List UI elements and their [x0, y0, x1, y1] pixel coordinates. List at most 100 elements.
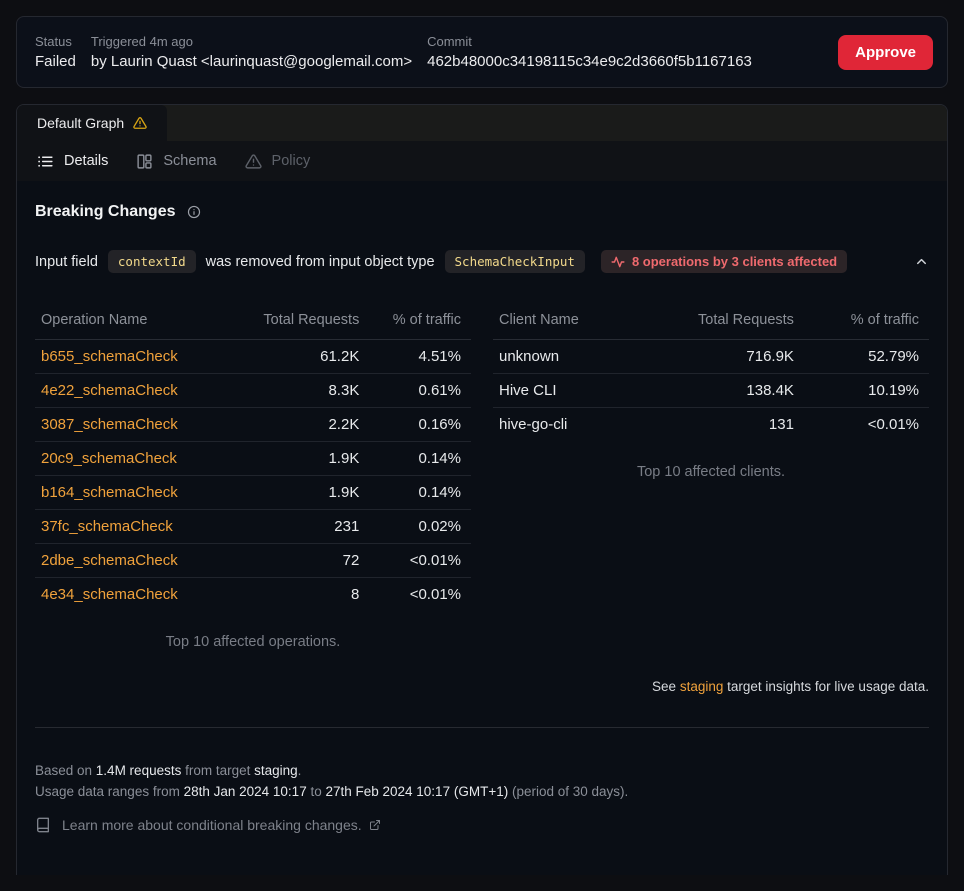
operation-link[interactable]: 20c9_schemaCheck — [41, 450, 177, 467]
operation-link[interactable]: 4e22_schemaCheck — [41, 382, 178, 399]
usage-summary-segment: 1.4M requests — [95, 763, 182, 778]
operation-link[interactable]: 4e34_schemaCheck — [41, 586, 178, 603]
tab-schema-label: Schema — [163, 153, 217, 169]
insights-note-suffix: target insights for live usage data. — [723, 679, 929, 694]
client-traffic: 10.19% — [793, 373, 929, 408]
graph-tab-strip: Default Graph — [17, 105, 947, 141]
breaking-change-row: Input field contextId was removed from i… — [35, 250, 929, 273]
column-header: % of traffic — [359, 304, 471, 340]
tab-default-graph[interactable]: Default Graph — [17, 105, 168, 141]
client-requests: 138.4K — [630, 373, 794, 408]
external-link-icon — [369, 819, 381, 831]
operation-link[interactable]: b655_schemaCheck — [41, 348, 178, 365]
tab-schema[interactable]: Schema — [124, 141, 228, 181]
breaking-changes-title: Breaking Changes — [35, 203, 176, 220]
graph-tab-label: Default Graph — [37, 115, 125, 131]
details-content: Breaking Changes Input field contextId w… — [17, 181, 947, 833]
tab-details-label: Details — [64, 153, 109, 169]
client-requests: 716.9K — [630, 339, 794, 374]
commit-label: Commit — [427, 34, 472, 49]
client-row: unknown 716.9K 52.79% — [493, 339, 929, 374]
breaking-changes-heading: Breaking Changes — [35, 203, 929, 221]
operation-row: 2dbe_schemaCheck 72 <0.01% — [35, 543, 471, 578]
insights-note: See staging target insights for live usa… — [35, 679, 929, 694]
usage-summary-line2: Usage data ranges from 28th Jan 2024 10:… — [35, 782, 929, 803]
status-bar: Status Failed Triggered 4m ago by Laurin… — [16, 16, 948, 88]
pulse-icon — [611, 255, 625, 269]
operation-link[interactable]: 3087_schemaCheck — [41, 416, 178, 433]
tab-policy[interactable]: Policy — [233, 141, 323, 181]
field-code-chip: contextId — [107, 250, 196, 273]
operations-column: Operation Name Total Requests % of traff… — [35, 304, 471, 650]
tab-details[interactable]: Details — [25, 141, 120, 181]
usage-summary-segment: 27th Feb 2024 10:17 (GMT+1) — [325, 783, 509, 799]
client-name: Hive CLI — [493, 373, 631, 408]
change-prefix: Input field — [35, 253, 98, 270]
operation-traffic: <0.01% — [409, 586, 461, 603]
column-header: Total Requests — [224, 304, 360, 340]
clients-table: Client Name Total Requests % of traffic … — [493, 304, 929, 441]
clients-column: Client Name Total Requests % of traffic … — [493, 304, 929, 650]
info-icon[interactable] — [187, 205, 201, 219]
schema-check-panel: Default Graph Details Schema Policy — [16, 104, 948, 875]
operation-requests: 1.9K — [224, 475, 360, 510]
operation-traffic: 0.02% — [359, 509, 471, 544]
operations-header-row: Operation Name Total Requests % of traff… — [35, 304, 471, 340]
operation-traffic: 4.51% — [359, 339, 471, 374]
status-value: Failed — [35, 53, 76, 70]
staging-target-link[interactable]: staging — [679, 679, 724, 694]
operation-row: 37fc_schemaCheck 231 0.02% — [35, 509, 471, 544]
usage-summary-segment: to — [306, 783, 326, 799]
approve-button[interactable]: Approve — [838, 34, 933, 70]
operation-traffic: 0.16% — [359, 407, 471, 442]
usage-summary-segment: from target — [181, 763, 255, 778]
client-name: hive-go-cli — [499, 416, 568, 433]
triggered-label: Triggered 4m ago — [90, 34, 193, 49]
learn-more-label: Learn more about conditional breaking ch… — [62, 817, 362, 833]
usage-summary-segment: 28th Jan 2024 10:17 — [183, 783, 307, 799]
book-icon — [35, 817, 51, 833]
client-requests: 131 — [768, 416, 794, 433]
chevron-up-icon[interactable] — [914, 254, 929, 269]
operation-requests: 8 — [350, 586, 360, 603]
client-traffic: 52.79% — [793, 339, 929, 374]
client-name: unknown — [493, 339, 631, 374]
schema-icon — [136, 153, 153, 170]
check-tabs: Details Schema Policy — [17, 141, 947, 181]
column-header: Total Requests — [630, 304, 794, 340]
operation-row: 4e34_schemaCheck 8 <0.01% — [35, 578, 471, 612]
footer-divider — [35, 727, 929, 728]
tab-policy-label: Policy — [271, 153, 311, 169]
commit-hash: 462b48000c34198115c34e9c2d3660f5b1167163 — [427, 53, 752, 70]
commit-field: Commit 462b48000c34198115c34e9c2d3660f5b… — [427, 34, 752, 70]
operation-requests: 8.3K — [224, 373, 360, 408]
status-field: Status Failed — [35, 34, 76, 70]
operation-row: b164_schemaCheck 1.9K 0.14% — [35, 475, 471, 510]
operations-caption: Top 10 affected operations. — [165, 634, 341, 650]
operation-link[interactable]: b164_schemaCheck — [41, 484, 178, 501]
operation-row: b655_schemaCheck 61.2K 4.51% — [35, 339, 471, 374]
operation-traffic: 0.61% — [359, 373, 471, 408]
usage-summary-segment: (period of 30 days). — [508, 783, 629, 799]
operation-requests: 72 — [224, 543, 360, 578]
operation-requests: 231 — [224, 509, 360, 544]
operation-row: 4e22_schemaCheck 8.3K 0.61% — [35, 373, 471, 408]
operation-traffic: 0.14% — [359, 441, 471, 476]
affected-operations-badge[interactable]: 8 operations by 3 clients affected — [600, 250, 848, 273]
usage-summary-line1: Based on 1.4M requests from target stagi… — [35, 761, 929, 782]
operation-link[interactable]: 2dbe_schemaCheck — [41, 552, 178, 569]
operation-link[interactable]: 37fc_schemaCheck — [41, 518, 173, 535]
warning-triangle-icon — [133, 116, 147, 130]
operation-requests: 1.9K — [224, 441, 360, 476]
status-label: Status — [35, 34, 72, 49]
triggered-field: Triggered 4m ago by Laurin Quast <laurin… — [91, 34, 412, 70]
clients-caption: Top 10 affected clients. — [636, 464, 786, 480]
operation-row: 20c9_schemaCheck 1.9K 0.14% — [35, 441, 471, 476]
usage-summary-segment: . — [297, 763, 302, 778]
learn-more-link[interactable]: Learn more about conditional breaking ch… — [62, 817, 381, 833]
column-header: Operation Name — [35, 304, 225, 340]
client-row: Hive CLI 138.4K 10.19% — [493, 373, 929, 408]
operations-table: Operation Name Total Requests % of traff… — [35, 304, 471, 611]
type-code-chip: SchemaCheckInput — [444, 250, 585, 273]
affected-badge-label: 8 operations by 3 clients affected — [631, 254, 838, 269]
